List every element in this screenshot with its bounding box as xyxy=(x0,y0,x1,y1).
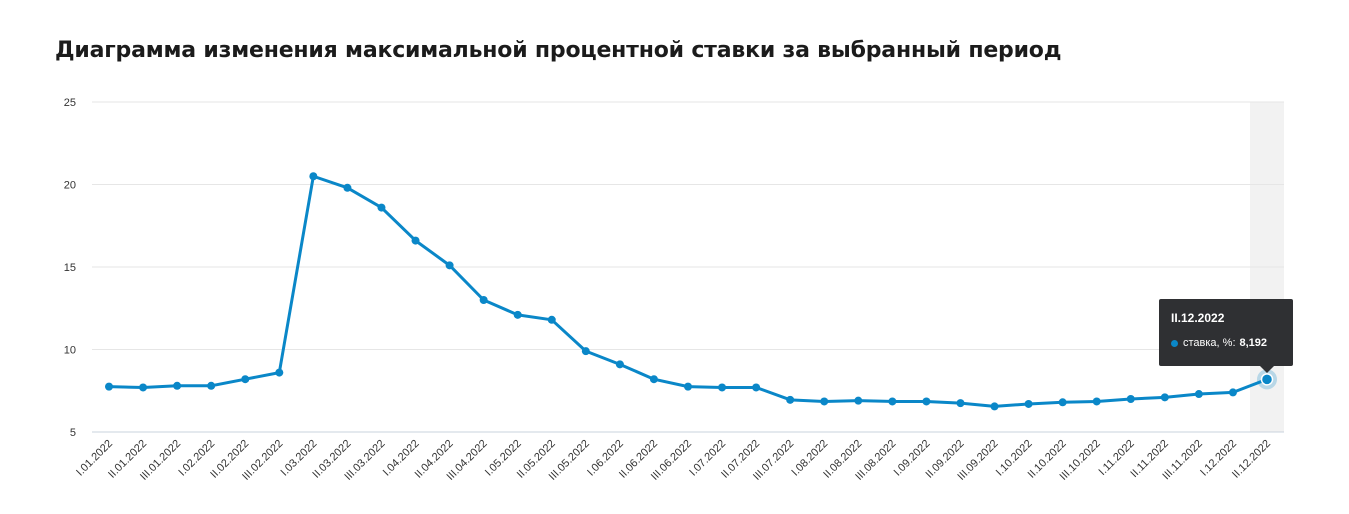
data-point[interactable] xyxy=(718,383,727,392)
data-point[interactable] xyxy=(786,395,795,404)
tooltip: II.12.2022 ставка, %: 8,192 xyxy=(1159,299,1293,366)
data-point[interactable] xyxy=(445,261,454,270)
data-point[interactable] xyxy=(411,236,420,245)
data-point[interactable] xyxy=(990,402,999,411)
y-tick-label: 20 xyxy=(64,180,76,192)
data-point[interactable] xyxy=(1092,397,1101,406)
y-tick-label: 5 xyxy=(70,427,76,439)
data-point[interactable] xyxy=(615,360,624,369)
data-point[interactable] xyxy=(241,375,250,384)
data-point[interactable] xyxy=(275,368,284,377)
data-point[interactable] xyxy=(820,397,829,406)
data-point[interactable] xyxy=(479,296,488,304)
data-point[interactable] xyxy=(513,310,522,319)
tooltip-pointer xyxy=(1260,366,1274,373)
data-point[interactable] xyxy=(1194,390,1203,399)
tooltip-row: ставка, %: 8,192 xyxy=(1171,337,1281,349)
data-point[interactable] xyxy=(173,381,182,390)
data-point[interactable] xyxy=(684,382,692,391)
data-point[interactable] xyxy=(956,399,965,408)
tooltip-series-label: ставка, %: xyxy=(1183,337,1236,349)
y-tick-label: 25 xyxy=(64,97,76,109)
data-point[interactable] xyxy=(1260,373,1274,386)
data-point[interactable] xyxy=(1228,388,1237,397)
y-tick-label: 10 xyxy=(64,345,76,357)
data-point[interactable] xyxy=(854,396,863,405)
data-point[interactable] xyxy=(752,383,761,392)
data-point[interactable] xyxy=(888,397,897,406)
data-point[interactable] xyxy=(105,382,113,391)
data-point[interactable] xyxy=(139,383,148,392)
data-point[interactable] xyxy=(581,347,590,356)
data-point[interactable] xyxy=(1024,399,1033,408)
y-tick-label: 15 xyxy=(64,262,76,274)
data-point[interactable] xyxy=(207,381,216,390)
data-point[interactable] xyxy=(1160,393,1169,402)
data-point[interactable] xyxy=(547,315,556,324)
data-point[interactable] xyxy=(309,172,318,181)
data-point[interactable] xyxy=(377,203,386,212)
tooltip-series-dot xyxy=(1171,339,1178,347)
chart-title: Диаграмма изменения максимальной процент… xyxy=(55,38,1062,63)
data-point[interactable] xyxy=(922,397,931,406)
tooltip-value: 8,192 xyxy=(1239,337,1268,349)
data-point[interactable] xyxy=(1126,395,1135,403)
data-point[interactable] xyxy=(1058,398,1067,407)
tooltip-title: II.12.2022 xyxy=(1171,311,1225,325)
data-point[interactable] xyxy=(343,183,352,192)
data-point[interactable] xyxy=(649,375,658,384)
